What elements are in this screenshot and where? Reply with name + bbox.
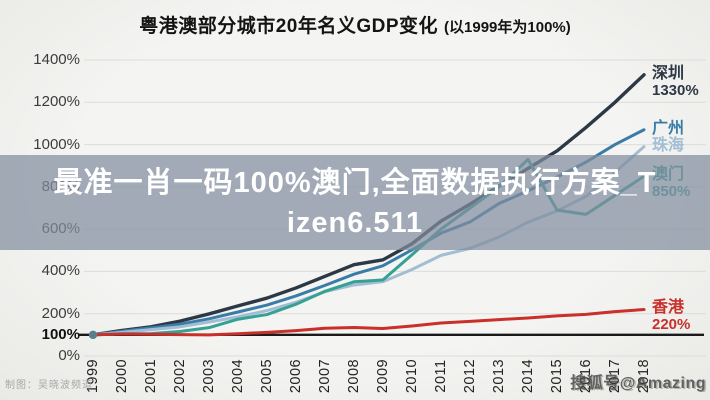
x-tick-year: 2000 xyxy=(114,358,130,394)
x-tick-year: 2003 xyxy=(201,358,217,394)
y-tick-label: 1200% xyxy=(33,93,80,111)
x-tick-year: 2014 xyxy=(520,358,536,394)
series-name: 广州 xyxy=(652,119,685,137)
series-end-value: 1330% xyxy=(652,81,699,99)
series-line-香港 xyxy=(91,307,646,337)
series-line-深圳 xyxy=(91,73,646,337)
x-tick-year: 2012 xyxy=(462,358,478,394)
start-point-marker xyxy=(88,330,98,340)
x-tick-year: 2008 xyxy=(346,358,362,394)
sohu-watermark: 搜狐号@Amazing xyxy=(570,375,706,392)
series-name: 香港 xyxy=(652,299,685,317)
x-tick-year: 2002 xyxy=(172,358,188,394)
x-tick-year: 2009 xyxy=(375,358,391,394)
series-label-香港: 香港 220% xyxy=(652,299,690,333)
x-tick-year: 2013 xyxy=(491,358,507,394)
y-tick-label: 200% xyxy=(41,304,80,322)
x-tick-year: 2011 xyxy=(433,359,449,393)
series-name: 珠海 xyxy=(652,136,685,154)
x-tick-year: 2007 xyxy=(317,358,333,394)
y-tick-label: 1400% xyxy=(33,51,80,68)
x-tick-year: 2001 xyxy=(143,358,159,394)
chart-title-note: (以1999年为100%) xyxy=(444,19,571,36)
spam-banner-line1: 最准一肖一码100%澳门,全面数据执行方案_T xyxy=(53,166,657,199)
x-tick-year: 2006 xyxy=(288,358,304,394)
chart-title: 粤港澳部分城市20年名义GDP变化 (以1999年为100%) xyxy=(0,11,710,38)
chart-credit: 制图：吴晓波频道 xyxy=(5,380,93,391)
x-tick-year: 2015 xyxy=(549,358,565,394)
spam-banner-line2: izen6.511 xyxy=(286,206,424,239)
series-label-广州: 广州 xyxy=(652,120,684,137)
y-tick-label: 100% xyxy=(41,325,80,343)
series-label-珠海: 珠海 xyxy=(652,137,684,154)
y-tick-label: 400% xyxy=(41,262,80,280)
series-name: 深圳 xyxy=(652,64,685,82)
series-label-深圳: 深圳 1330% xyxy=(652,65,699,99)
series-end-value: 220% xyxy=(652,316,691,334)
y-tick-label: 0% xyxy=(58,347,80,364)
x-tick-year: 2010 xyxy=(404,358,420,394)
spam-watermark-banner: 最准一肖一码100%澳门,全面数据执行方案_T izen6.511 xyxy=(0,155,710,250)
x-tick-year: 2004 xyxy=(230,358,246,394)
x-tick-year: 2005 xyxy=(259,358,275,394)
y-tick-label: 1000% xyxy=(33,135,80,153)
chart-title-main: 粤港澳部分城市20年名义GDP变化 xyxy=(139,16,439,37)
